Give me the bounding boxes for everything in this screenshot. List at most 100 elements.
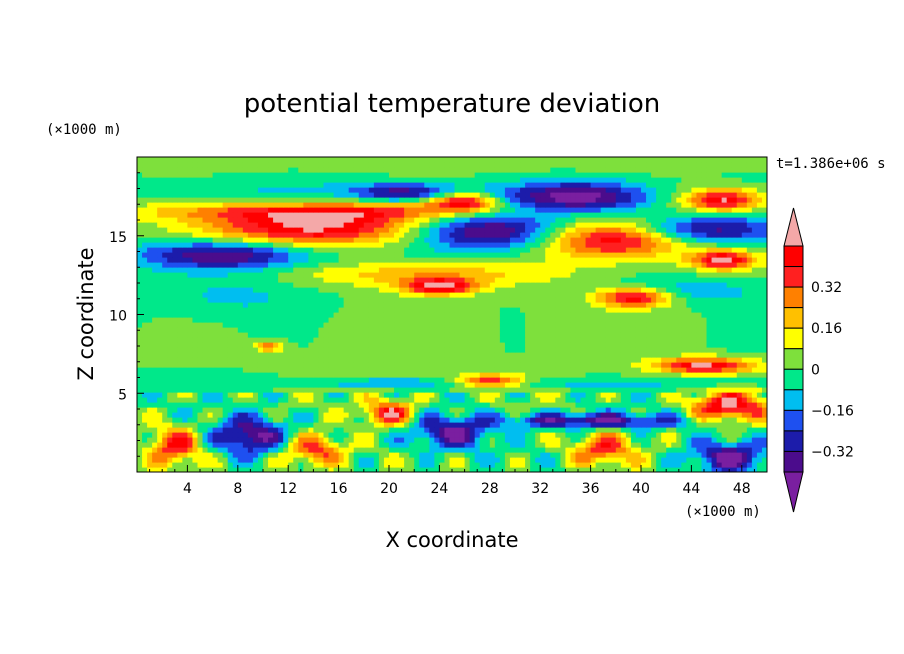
field-cell [298,412,304,418]
field-cell [711,392,718,398]
field-cell [268,447,274,453]
field-cell [283,442,289,448]
field-cell [222,322,229,328]
field-cell [499,332,506,338]
field-cell [197,452,204,458]
field-cell [464,422,471,428]
field-cell [570,432,577,438]
field-cell [197,287,204,293]
field-cell [419,272,425,278]
field-cell [172,402,178,408]
field-cell [479,372,486,378]
field-cell [157,407,163,413]
field-cell [449,387,456,393]
field-cell [414,317,420,323]
field-cell [293,437,299,443]
field-cell [595,317,602,323]
field-cell [605,432,612,438]
field-cell [343,427,350,433]
field-cell [474,312,481,318]
field-cell [489,297,496,303]
field-cell [232,452,239,458]
field-cell [691,282,698,288]
field-cell [646,342,652,348]
field-cell [600,392,607,398]
field-cell [676,347,682,353]
field-cell [560,312,566,318]
field-cell [298,437,304,443]
field-cell [394,282,400,288]
field-cell [615,277,622,283]
field-cell [615,282,622,288]
field-cell [474,302,481,308]
field-cell [414,327,420,333]
field-cell [252,397,259,403]
field-cell [389,372,395,378]
field-cell [358,347,365,353]
field-cell [373,297,380,303]
field-cell [434,367,440,373]
field-cell [278,392,284,398]
field-cell [197,412,204,418]
field-cell [217,362,224,368]
field-cell [499,367,506,373]
field-cell [595,362,602,368]
field-cell [399,362,405,368]
field-cell [550,367,556,373]
field-cell [550,397,556,403]
field-cell [293,342,299,348]
field-cell [383,387,390,393]
field-cell [328,402,335,408]
field-cell [656,442,662,448]
field-cell [172,297,178,303]
field-cell [716,392,723,398]
field-cell [449,417,456,423]
field-cell [459,377,466,383]
field-cell [318,357,325,363]
field-cell [731,352,738,358]
field-cell [303,412,309,418]
field-cell [338,407,345,413]
field-cell [278,372,284,378]
field-cell [212,457,219,463]
field-cell [358,332,365,338]
field-cell [389,392,395,398]
field-cell [142,342,148,348]
field-cell [736,437,743,443]
field-cell [610,452,617,458]
field-cell [378,467,385,472]
field-cell [691,302,698,308]
field-cell [499,337,506,343]
field-cell [469,362,476,368]
field-cell [439,422,446,428]
field-cell [560,432,566,438]
field-cell [641,327,647,333]
field-cell [137,277,143,283]
field-cell [399,397,405,403]
field-cell [323,277,330,283]
field-cell [525,407,531,413]
field-cell [560,302,566,308]
field-cell [615,332,622,338]
field-cell [646,437,652,443]
field-cell [540,442,546,448]
field-cell [252,287,259,293]
field-cell [620,412,627,418]
field-cell [736,417,743,423]
field-cell [378,347,385,353]
field-cell [368,407,375,413]
field-cell [182,307,188,313]
field-cell [489,342,496,348]
field-cell [499,427,506,433]
field-cell [469,412,476,418]
field-cell [656,347,662,353]
field-cell [227,397,234,403]
field-cell [580,297,587,303]
field-cell [187,387,194,393]
field-cell [409,347,415,353]
field-cell [273,312,279,318]
field-cell [646,292,652,298]
field-cell [167,332,173,338]
field-cell [373,287,380,293]
field-cell [187,282,194,288]
